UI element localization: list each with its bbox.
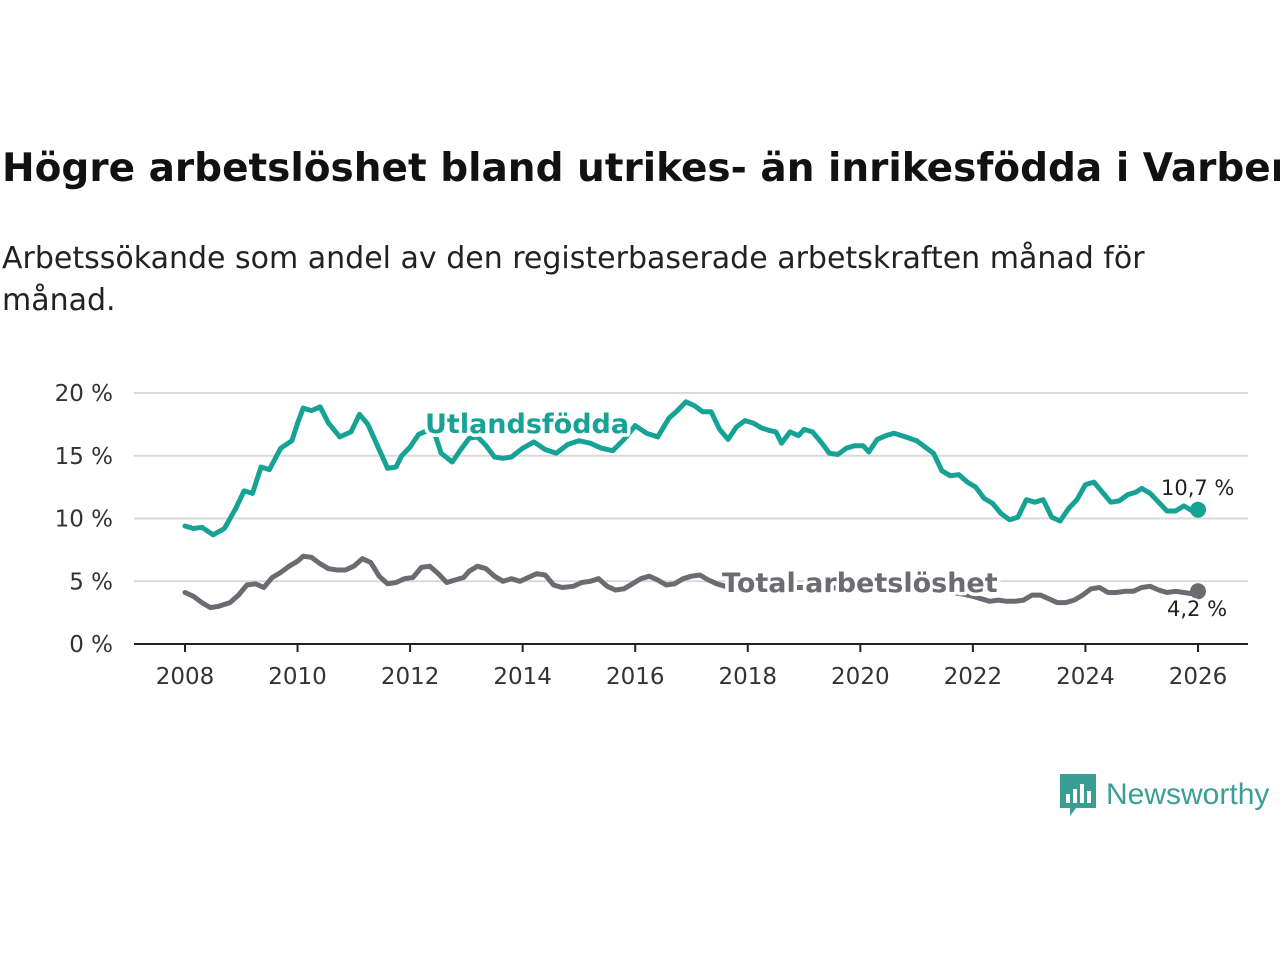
x-tick-label: 2012	[381, 664, 440, 690]
y-tick-label: 10 %	[55, 507, 113, 533]
x-tick-label: 2024	[1056, 664, 1115, 690]
series-end-point	[1190, 583, 1206, 600]
y-axis-ticks: 0 % 5 % 10 % 15 % 20 %	[55, 381, 113, 658]
series-line-total	[182, 553, 1201, 611]
x-tick-label: 2016	[606, 664, 665, 690]
series-line-utlandsfodda	[182, 399, 1201, 538]
x-tick-label: 2022	[944, 664, 1003, 690]
gridlines	[134, 392, 1248, 645]
chart-title: Högre arbetslöshet bland utrikes- än inr…	[2, 146, 1280, 191]
newsworthy-logo: Newsworthy	[1058, 772, 1269, 818]
x-tick-label: 2010	[268, 664, 327, 690]
x-tick-label: 2018	[719, 664, 778, 690]
series-end-point	[1190, 501, 1206, 518]
y-tick-label: 15 %	[55, 444, 113, 470]
newsworthy-logo-text: Newsworthy	[1106, 778, 1270, 811]
series-label-total: Total arbetslöshet	[722, 568, 998, 599]
series-label-utlandsfodda: Utlandsfödda	[425, 409, 629, 440]
series-labels: Utlandsfödda Total arbetslöshet 10,7 % 4,2 …	[422, 406, 1237, 624]
newsworthy-logo-icon	[1060, 774, 1096, 816]
y-tick-label: 0 %	[69, 632, 113, 658]
series-lines	[182, 399, 1206, 611]
x-axis-ticks: 2008 2010 2012 2014 2016 2018 2020 2022 2024 2026	[156, 644, 1228, 690]
end-label-total: 4,2 %	[1167, 597, 1227, 621]
x-tick-label: 2026	[1169, 664, 1228, 690]
x-tick-label: 2008	[156, 664, 215, 690]
x-tick-label: 2020	[831, 664, 890, 690]
chart-subtitle: Arbetssökande som andel av den registerb…	[2, 241, 1145, 318]
y-tick-label: 5 %	[69, 569, 113, 595]
y-tick-label: 20 %	[55, 381, 113, 407]
line-chart: 0 %5 %10 %15 %20 % 2008 2010 2012 2014 2016 2…	[55, 381, 1248, 690]
x-tick-label: 2014	[493, 664, 552, 690]
end-label-utlandsfodda: 10,7 %	[1161, 476, 1234, 500]
